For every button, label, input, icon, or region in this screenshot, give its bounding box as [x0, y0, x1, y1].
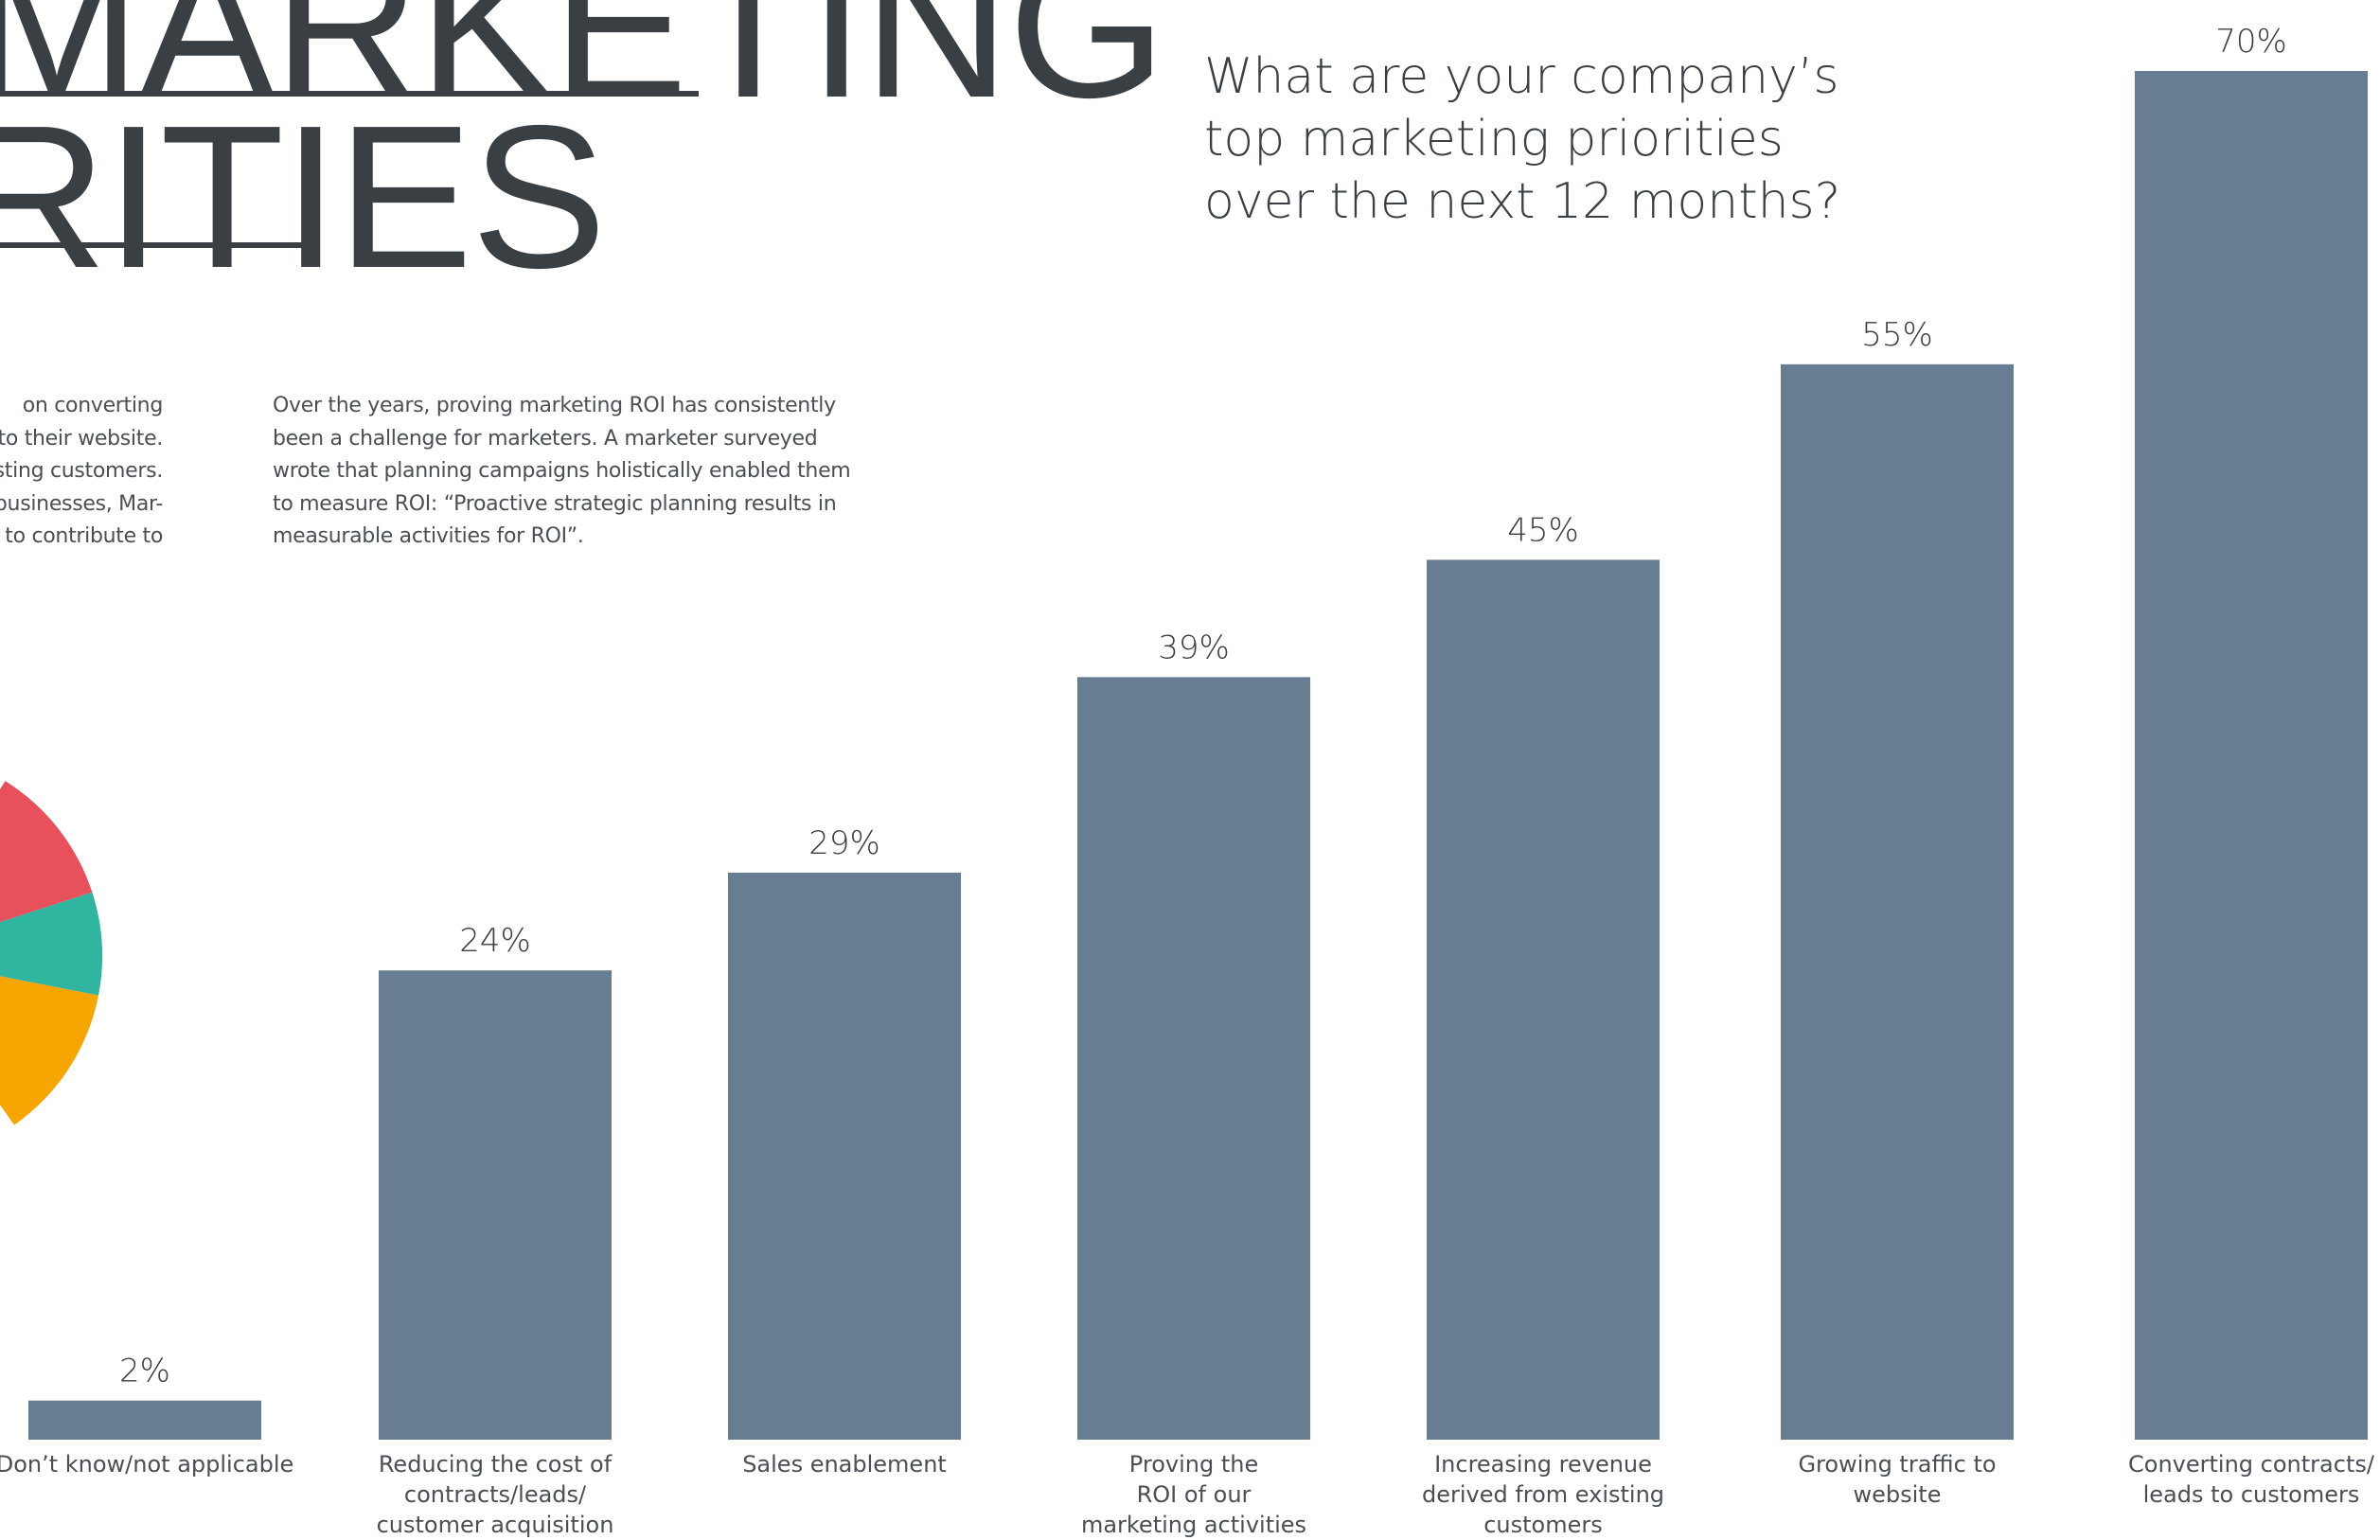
category-label: Proving the ROI of our marketing activitie… [1081, 1451, 1306, 1538]
category-label-line: website [1854, 1481, 1942, 1508]
category-label-line: ROI of our [1137, 1481, 1252, 1508]
roi-paragraph: Over the years, proving marketing ROI ha… [273, 390, 851, 554]
roi-paragraph-line: measurable activities for ROI”. [273, 524, 584, 549]
chart-title-line-3: over the next 12 months? [1204, 173, 1841, 230]
roi-paragraph-line: wrote that planning campaigns holistical… [273, 459, 851, 484]
bar [728, 872, 961, 1440]
category-label-line: Sales enablement [742, 1451, 947, 1478]
left-paragraph-line: on converting [22, 394, 164, 417]
category-label: Increasing revenue derived from existing c… [1422, 1451, 1664, 1538]
heading-line-1: MARKETING [0, 0, 1166, 140]
category-label-line: customers [1483, 1512, 1603, 1538]
donut-segment-red [0, 781, 93, 923]
donut-segment-teal [0, 892, 102, 996]
category-label: Reducing the cost of contracts/leads/cust… [377, 1451, 614, 1538]
category-label: Converting contracts/leads to customers [2128, 1451, 2375, 1508]
bar-value-label: 29% [808, 824, 880, 862]
roi-paragraph-line: been a challenge for marketers. A market… [273, 426, 818, 451]
chart-title: What are your company’s top marketing pr… [1204, 45, 1841, 233]
category-label-line: derived from existing [1422, 1481, 1664, 1508]
chart-title-line-2: top marketing priorities [1204, 111, 1784, 168]
left-paragraph-line: r businesses, Mar- [0, 491, 163, 516]
bar-value-label: 55% [1861, 316, 1933, 354]
bar [1077, 677, 1310, 1440]
heading-underline-2 [0, 242, 305, 248]
category-label: Sales enablement [742, 1451, 947, 1478]
category-label-line: Don’t know/not applicable [0, 1451, 293, 1478]
heading-line-2: RITIES [0, 82, 607, 310]
heading-underline-1 [0, 91, 699, 97]
category-label-line: Proving the [1129, 1451, 1258, 1478]
left-paragraph-line: xisting customers. [0, 459, 163, 484]
bar-value-label: 39% [1158, 628, 1230, 666]
left-paragraph-line: y to contribute to [0, 524, 163, 549]
bar [1427, 559, 1660, 1440]
bar-value-label: 70% [2215, 23, 2287, 61]
bar [28, 1400, 261, 1440]
category-label-line: Increasing revenue [1434, 1451, 1652, 1478]
category-label-line: Reducing the cost of [379, 1451, 613, 1478]
category-label-line: leads to customers [2143, 1481, 2360, 1508]
bar-value-label: 45% [1507, 511, 1579, 549]
left-paragraph-line: c to their website. [0, 426, 163, 451]
donut-segment-orange [0, 976, 98, 1125]
category-label-line: Converting contracts/ [2128, 1451, 2375, 1478]
bar-value-label: 24% [459, 922, 531, 960]
category-label: Don’t know/not applicable [0, 1451, 293, 1478]
roi-paragraph-line: Over the years, proving marketing ROI ha… [273, 394, 836, 417]
bar-value-label: 2% [119, 1353, 170, 1390]
bar [2135, 71, 2368, 1440]
category-label-line: contracts/leads/ [404, 1481, 587, 1508]
category-label-line: marketing activities [1081, 1512, 1306, 1538]
bar [1781, 363, 2014, 1440]
category-label: Growing traffic to website [1798, 1451, 1996, 1508]
left-paragraph: on converting c to their website. xistin… [0, 390, 163, 554]
roi-paragraph-line: to measure ROI: “Proactive strategic pla… [273, 491, 837, 516]
category-label-line: customer acquisition [377, 1512, 614, 1538]
bar [379, 970, 612, 1440]
category-label-line: Growing traffic to [1798, 1451, 1996, 1478]
chart-title-line-1: What are your company’s [1204, 48, 1839, 105]
